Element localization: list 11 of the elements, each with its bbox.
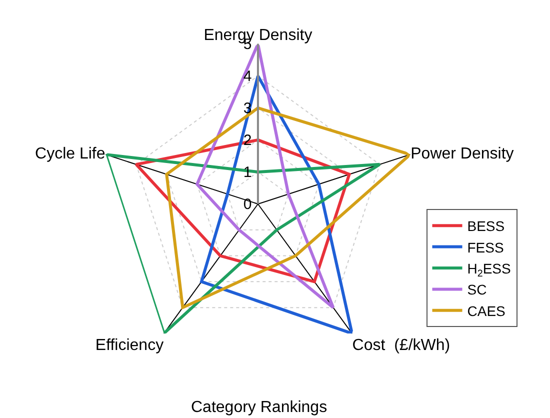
text: Category Rankings	[191, 399, 328, 416]
spoke-label: Efficiency	[95, 337, 164, 354]
spoke-label: Cost (£/kWh)	[352, 337, 450, 354]
legend-label: FESS	[467, 239, 504, 256]
legend-label: SC	[467, 282, 487, 298]
spoke-label: Power Density	[410, 146, 514, 163]
legend-label: CAES	[467, 302, 506, 319]
y-tick-label: 0	[243, 196, 252, 213]
spoke-label: Cycle Life	[35, 146, 106, 163]
legend-label: H$_{2}$ESS	[467, 260, 511, 280]
legend-label: BESS	[467, 218, 505, 234]
